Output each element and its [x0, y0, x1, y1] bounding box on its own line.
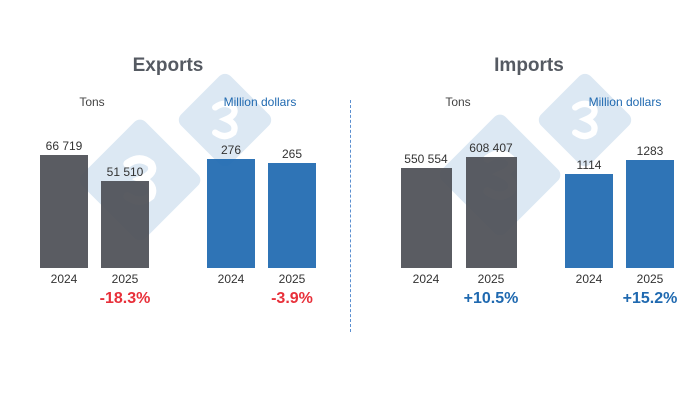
x-tick-label: 2025	[278, 272, 306, 286]
watermark-glyph	[212, 100, 238, 140]
watermark-logo	[175, 70, 275, 170]
watermark-logo	[535, 70, 635, 170]
x-tick-label: 2024	[217, 272, 245, 286]
unit-label: Million dollars	[223, 95, 297, 109]
value-label: 265	[281, 147, 303, 162]
bar	[400, 167, 452, 268]
x-tick-label: 2024	[412, 272, 440, 286]
bar	[40, 155, 88, 268]
x-tick-label: 2025	[111, 272, 139, 286]
x-tick-label: 2024	[50, 272, 78, 286]
bar	[465, 157, 517, 268]
change-label: +10.5%	[463, 290, 519, 307]
x-tick-label: 2025	[477, 272, 505, 286]
bar	[268, 163, 316, 268]
watermark-glyph	[572, 100, 598, 140]
bar	[207, 159, 255, 268]
change-label: -3.9%	[271, 290, 313, 307]
value-label: 276	[220, 143, 242, 157]
bar	[626, 160, 674, 268]
imports-title: Imports	[494, 55, 564, 76]
change-label: +15.2%	[622, 290, 678, 307]
value-label: 1283	[636, 144, 664, 158]
unit-label: Million dollars	[588, 95, 662, 109]
x-tick-label: 2025	[636, 272, 664, 286]
unit-label: Tons	[445, 95, 471, 109]
unit-label: Tons	[79, 95, 105, 109]
value-label: 1114	[576, 158, 602, 173]
x-tick-label: 2024	[575, 272, 603, 286]
value-label: 550 554	[404, 151, 448, 166]
value-label: 51 510	[106, 164, 144, 179]
divider	[350, 100, 351, 332]
bar	[565, 174, 613, 268]
bar	[101, 180, 149, 268]
value-label: 608 407	[469, 141, 513, 155]
change-label: -18.3%	[99, 290, 151, 307]
value-label: 66 719	[45, 139, 83, 153]
exports-title: Exports	[132, 55, 204, 76]
